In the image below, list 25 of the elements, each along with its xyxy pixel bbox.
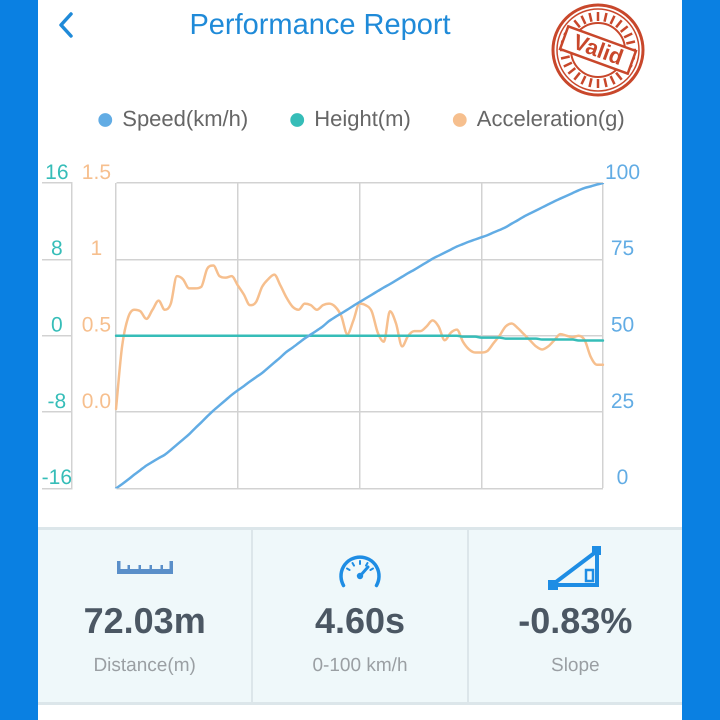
y-tick-label: 0 <box>50 313 63 336</box>
y2-tick-label: 25 <box>610 390 634 413</box>
text: 72.03m <box>84 600 206 641</box>
text: 4.60s <box>314 600 406 641</box>
legend-label: Height(m) <box>314 106 411 132</box>
legend-label: Acceleration(g) <box>476 106 625 132</box>
category-label: 0-100 km/h <box>312 654 408 678</box>
y2-tick-label: 75 <box>610 237 634 260</box>
y2-tick-label: 100 <box>604 160 640 184</box>
y3-tick-label: 0.0 <box>82 390 112 413</box>
text: -0.83% <box>518 600 632 641</box>
y3-tick-label: 0.5 <box>82 313 112 336</box>
y2-tick-label: 0 <box>616 466 628 490</box>
legend-label: Speed(km/h) <box>122 106 248 132</box>
category-label: Slope <box>551 654 600 678</box>
y2-tick-label: 50 <box>610 313 634 336</box>
y-tick-label: -16 <box>42 466 72 490</box>
y-tick-label: 16 <box>45 160 69 184</box>
chart-title: Performance Report <box>189 8 451 42</box>
category-label: Distance(m) <box>93 654 196 678</box>
y-tick-label: 8 <box>50 237 63 260</box>
y3-tick-label: 1.5 <box>82 160 112 184</box>
text: Valid <box>570 29 627 70</box>
y-tick-label: -8 <box>47 390 66 413</box>
y3-tick-label: 1 <box>90 237 102 260</box>
